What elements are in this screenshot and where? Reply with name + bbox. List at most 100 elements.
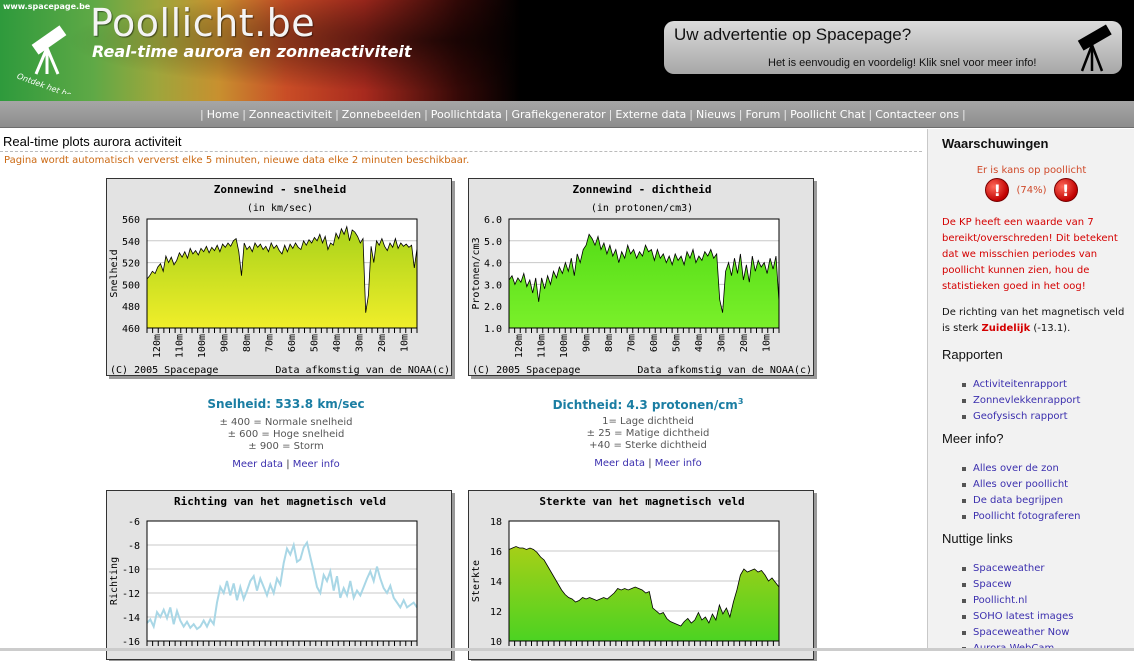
chart-title: Richting van het magnetisch veld — [174, 495, 386, 508]
main-navigation: | Home | Zonneactiviteit | Zonnebeelden | Pooll… — [0, 101, 1134, 128]
chart-x-tick-label: 10m — [400, 334, 411, 352]
refresh-note: Pagina wordt automatisch ververst elke 5… — [4, 155, 470, 166]
list-item: Alles over de zon — [942, 461, 1081, 477]
chart-magnetic-strength-svg: Sterkte van het magnetisch veld 18 16 14 12 1… — [471, 495, 780, 648]
nav-item-nieuws[interactable]: Nieuws — [696, 108, 736, 121]
nav-item-contacteer-ons[interactable]: Contacteer ons — [875, 108, 959, 121]
chart-subtitle: (in km/sec) — [247, 203, 313, 214]
field-direction-number: (-13.1). — [1033, 323, 1071, 334]
info-data-link[interactable]: De data begrijpen — [973, 495, 1064, 506]
speed-more-info-link[interactable]: Meer info — [292, 459, 340, 470]
nav-separator: | — [504, 108, 509, 121]
density-headline-text: Dichtheid: 4.3 protonen/cm — [552, 398, 738, 412]
chart-y-tick-label: -14 — [122, 613, 140, 624]
aurora-banner — [0, 0, 520, 101]
telescope-icon — [1077, 24, 1112, 72]
ad-title[interactable]: Uw advertentie op Spacepage? — [674, 25, 912, 44]
info-sun-link[interactable]: Alles over de zon — [973, 463, 1059, 474]
list-item: Poollicht.nl — [942, 593, 1073, 609]
telescope-logo-icon[interactable]: Ontdek het heelal — [14, 14, 84, 94]
useful-links-heading: Nuttige links — [942, 531, 1013, 546]
list-item: Spacew — [942, 577, 1073, 593]
report-activity-link[interactable]: Activiteitenrapport — [973, 379, 1067, 390]
report-sunspots-link[interactable]: Zonnevlekkenrapport — [973, 395, 1081, 406]
chart-title: Zonnewind - snelheid — [214, 183, 346, 196]
nav-separator: | — [242, 108, 246, 121]
chart-x-tick-label: 120m — [152, 334, 163, 358]
chart-y-tick-label: -12 — [122, 589, 140, 600]
chart-y-tick-label: 5.0 — [484, 237, 502, 248]
bottom-scroll-edge — [0, 648, 1134, 651]
link-spaceweather[interactable]: Spaceweather — [973, 563, 1045, 574]
chart-magnetic-strength: Sterkte van het magnetisch veld 18 16 14 12 1… — [468, 490, 814, 660]
site-title[interactable]: Poollicht.be — [90, 1, 316, 45]
list-item: Spaceweather Now — [942, 625, 1073, 641]
chart-y-tick-label: -8 — [128, 541, 140, 552]
useful-links-list: Spaceweather Spacew Poollicht.nl SOHO la… — [942, 561, 1073, 657]
nav-item-grafiekgenerator[interactable]: Grafiekgenerator — [511, 108, 606, 121]
chart-y-tick-label: 540 — [122, 237, 140, 248]
chart-solar-wind-speed-svg: Zonnewind - snelheid (in km/sec) 560 540 520… — [109, 183, 450, 376]
chart-y-tick-label: 520 — [122, 259, 140, 270]
report-geophysical-link[interactable]: Geofysisch rapport — [973, 411, 1068, 422]
chart-footer-source: Data afkomstig van de NOAA(c) — [637, 365, 812, 376]
chart-y-axis-label: Protonen/cm3 — [471, 237, 482, 309]
kp-warning-text: De KP heeft een waarde van 7 bereikt/ove… — [942, 217, 1118, 292]
chart-y-tick-label: -16 — [122, 637, 140, 648]
density-more-info-link[interactable]: Meer info — [654, 458, 702, 469]
link-poollicht-nl[interactable]: Poollicht.nl — [973, 595, 1028, 606]
info-aurora-link[interactable]: Alles over poollicht — [973, 479, 1069, 490]
chart-solar-wind-density: Zonnewind - dichtheid (in protonen/cm3) 6.… — [468, 178, 814, 376]
chart-series-line — [146, 540, 418, 631]
nav-separator: | — [200, 108, 204, 121]
nav-item-externe-data[interactable]: Externe data — [615, 108, 687, 121]
warnings-heading: Waarschuwingen — [942, 136, 1049, 151]
speed-more-data-link[interactable]: Meer data — [232, 459, 283, 470]
list-item: Geofysisch rapport — [942, 409, 1080, 425]
link-spaceweather-now[interactable]: Spaceweather Now — [973, 627, 1070, 638]
nav-item-poollicht-chat[interactable]: Poollicht Chat — [790, 108, 866, 121]
chart-y-tick-label: 6.0 — [484, 215, 502, 226]
nav-separator: | — [962, 108, 966, 121]
nav-item-zonnebeelden[interactable]: Zonnebeelden — [341, 108, 422, 121]
link-spacew[interactable]: Spacew — [973, 579, 1012, 590]
link-soho[interactable]: SOHO latest images — [973, 611, 1074, 622]
density-more-data-link[interactable]: Meer data — [594, 458, 645, 469]
chart-y-tick-label: 480 — [122, 302, 140, 313]
more-info-heading: Meer info? — [942, 431, 1004, 446]
chart-x-tick-label: 20m — [739, 334, 750, 352]
info-photography-link[interactable]: Poollicht fotograferen — [973, 511, 1081, 522]
chart-magnetic-direction-svg: Richting van het magnetisch veld -6 -8 -10 -… — [109, 495, 418, 648]
list-item: Zonnevlekkenrapport — [942, 393, 1080, 409]
chart-x-tick-label: 50m — [672, 334, 683, 352]
reports-list: Activiteitenrapport Zonnevlekkenrapport … — [942, 377, 1080, 425]
field-direction-text: De richting van het magnetisch veld is s… — [942, 305, 1132, 337]
list-item: Activiteitenrapport — [942, 377, 1080, 393]
nav-row: | Home | Zonneactiviteit | Zonnebeelden | Pooll… — [200, 101, 966, 129]
chart-x-tick-label: 70m — [627, 334, 638, 352]
speed-legend-storm: ± 900 = Storm — [248, 441, 324, 452]
chart-y-tick-label: 1.0 — [484, 324, 502, 335]
site-subtitle: Real-time aurora en zonneactiviteit — [92, 42, 412, 61]
chart-x-tick-label: 10m — [762, 334, 773, 352]
nav-item-forum[interactable]: Forum — [745, 108, 781, 121]
ad-text[interactable]: Het is eenvoudig en voordelig! Klik snel… — [768, 57, 1037, 69]
nav-item-home[interactable]: Home — [206, 108, 240, 121]
chart-plot-area — [147, 521, 417, 641]
nav-item-zonneactiviteit[interactable]: Zonneactiviteit — [248, 108, 333, 121]
chart-x-tick-label: 90m — [582, 334, 593, 352]
list-item: SOHO latest images — [942, 609, 1073, 625]
chart-x-tick-label: 100m — [559, 334, 570, 358]
nav-item-poollichtdata[interactable]: Poollichtdata — [430, 108, 502, 121]
density-headline: Dichtheid: 4.3 protonen/cm3 — [468, 397, 828, 412]
logo-url[interactable]: www.spacepage.be — [3, 2, 91, 11]
logo-tagline: Ontdek het heelal — [16, 72, 84, 94]
density-legend-strong: +40 = Sterke dichtheid — [589, 440, 707, 451]
warning-exclamation-icon: ! — [985, 178, 1010, 202]
chart-y-axis-label: Sterkte — [471, 560, 482, 602]
density-legend-medium: ± 25 = Matige dichtheid — [586, 428, 710, 439]
chart-y-tick-label: 460 — [122, 324, 140, 335]
advertisement-banner[interactable]: Uw advertentie op Spacepage? Het is eenv… — [664, 21, 1122, 74]
nav-separator: | — [424, 108, 428, 121]
chart-y-tick-label: 500 — [122, 280, 140, 291]
